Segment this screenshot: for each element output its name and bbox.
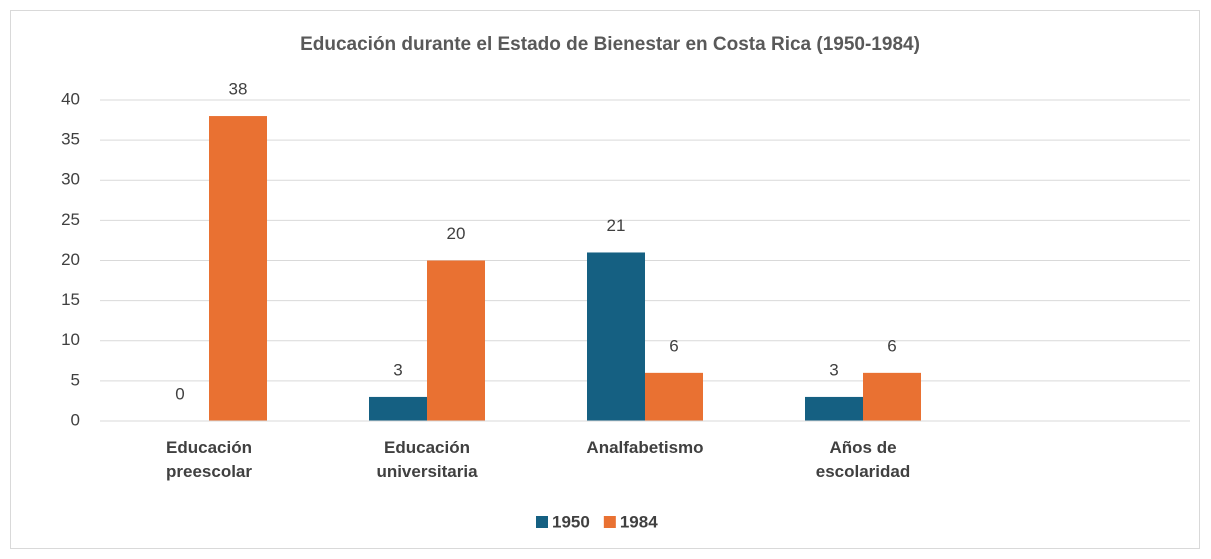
legend-label: 1950 (552, 512, 590, 531)
data-label: 20 (447, 224, 466, 243)
y-tick-label: 40 (61, 89, 80, 108)
bar (369, 396, 427, 421)
x-tick-label: Educación preescolar (166, 438, 252, 481)
bar (645, 372, 703, 421)
y-tick-label: 5 (71, 370, 80, 389)
y-tick-label: 35 (61, 130, 80, 149)
y-tick-label: 20 (61, 250, 80, 269)
bar (587, 252, 645, 421)
data-label: 3 (829, 360, 838, 379)
legend-swatch (536, 516, 548, 528)
x-tick-label: Años de escolaridad (815, 438, 911, 481)
x-tick-label: Educación universitaria (376, 438, 478, 481)
y-tick-label: 25 (61, 210, 80, 229)
data-label: 21 (607, 216, 626, 235)
bar (805, 396, 863, 421)
legend-label: 1984 (620, 512, 658, 531)
bar (209, 116, 267, 422)
y-tick-label: 10 (61, 330, 80, 349)
data-label: 3 (393, 360, 402, 379)
data-label: 38 (229, 80, 248, 99)
bar (863, 372, 921, 421)
data-label: 6 (887, 336, 896, 355)
legend-swatch (603, 516, 616, 528)
y-tick-label: 30 (61, 170, 80, 189)
bar (427, 260, 485, 421)
x-tick-label: Analfabetismo (586, 438, 704, 457)
data-label: 6 (669, 336, 678, 355)
chart-title: Educación durante el Estado de Bienestar… (300, 34, 920, 55)
data-label: 0 (175, 384, 184, 403)
y-tick-label: 15 (61, 290, 80, 309)
y-tick-label: 0 (71, 410, 80, 429)
